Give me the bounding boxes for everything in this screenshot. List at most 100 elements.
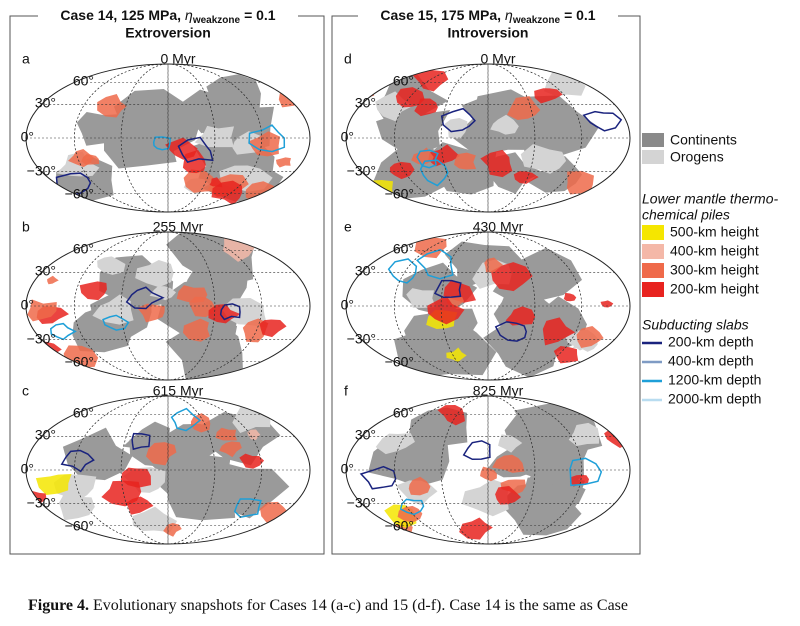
pile (427, 295, 465, 325)
graticule (440, 396, 536, 544)
continent (376, 109, 451, 155)
title-subscript: weakzone (192, 15, 241, 26)
slab (219, 303, 241, 321)
pile (182, 318, 210, 342)
lat-label: 0° (21, 461, 34, 477)
lat-label: 60° (73, 73, 94, 89)
title-subscript: weakzone (512, 15, 561, 26)
pile (97, 93, 127, 118)
pile (596, 404, 624, 424)
orogen (406, 288, 436, 308)
slab (494, 321, 528, 342)
pile (79, 281, 107, 301)
slab (125, 286, 165, 310)
pile (215, 427, 238, 441)
pile (412, 67, 449, 92)
pile (459, 517, 493, 540)
pile (566, 170, 594, 195)
pile (414, 235, 447, 259)
map (26, 64, 310, 212)
pile (219, 441, 242, 458)
lat-label: −30° (27, 331, 56, 347)
legend-label: 400-km depth (668, 353, 754, 369)
title-suffix: = 0.1 (564, 7, 596, 23)
orogen (444, 118, 468, 139)
slab (233, 498, 262, 519)
pile (454, 152, 477, 170)
pile (576, 326, 604, 348)
orogen (59, 493, 95, 521)
panel-letter: f (344, 383, 348, 399)
pile (480, 466, 497, 482)
lat-label: −60° (65, 518, 94, 534)
graticule (73, 232, 263, 380)
lat-label: 60° (73, 241, 94, 257)
map-outline (345, 231, 631, 381)
pile (208, 304, 241, 324)
continent (76, 111, 127, 146)
lat-label: 30° (35, 263, 56, 279)
slab (248, 124, 286, 153)
figure: Case 14, 125 MPa, ηweakzone = 0.1Extrovers… (9, 6, 779, 555)
panel-time: 825 Myr (473, 383, 524, 399)
lat-label: 30° (35, 427, 56, 443)
slab (419, 159, 449, 187)
column-subtitle: Introversion (448, 25, 529, 41)
map (346, 64, 630, 212)
pile (239, 453, 265, 469)
slab (359, 465, 397, 490)
pile (411, 147, 434, 165)
column-title: Case 15, 175 MPa, ηweakzone = 0.1 (380, 7, 595, 26)
pile (563, 292, 577, 302)
orogen (568, 422, 600, 447)
pile (500, 479, 526, 495)
graticule (393, 232, 583, 380)
graticule (73, 396, 263, 544)
orogen (92, 294, 134, 325)
pile (480, 149, 513, 178)
map-outline (25, 231, 311, 381)
lat-label: −60° (65, 186, 94, 202)
pile (389, 161, 415, 180)
slab (582, 110, 623, 132)
pile (534, 88, 563, 104)
lat-label: 30° (355, 95, 376, 111)
lat-label: 60° (393, 73, 414, 89)
pile (35, 474, 72, 495)
column-subtitle: Extroversion (125, 25, 211, 41)
slab (152, 136, 172, 151)
continent (499, 481, 582, 536)
panel-letter: c (22, 383, 29, 399)
map (346, 232, 630, 380)
legend-swatch (642, 150, 664, 164)
pile (27, 299, 57, 322)
legend-swatch (642, 225, 664, 240)
slab (569, 457, 603, 487)
pile (275, 157, 291, 168)
lat-label: 60° (73, 405, 94, 421)
map-outline (345, 63, 631, 213)
slab (177, 136, 214, 163)
map (346, 396, 630, 544)
orogen (149, 286, 177, 301)
slab (462, 440, 491, 461)
graticule (440, 232, 536, 380)
orogen (461, 479, 509, 517)
legend-swatch (642, 133, 664, 147)
pile (259, 319, 287, 338)
pile (247, 429, 261, 440)
legend-label: 400-km height (670, 243, 759, 259)
legend-label: 300-km height (670, 262, 759, 278)
legend-label: Orogens (670, 149, 724, 165)
pile (81, 154, 100, 165)
slab (60, 449, 95, 473)
slab (433, 279, 462, 298)
graticule (393, 396, 583, 544)
orogen (97, 256, 126, 275)
pile (492, 454, 525, 473)
lat-label: 60° (393, 241, 414, 257)
map-outline (25, 395, 311, 545)
pile (47, 275, 59, 285)
legend-heading: chemical piles (642, 207, 730, 223)
title-text: Case 14, 125 MPa, (60, 7, 181, 23)
